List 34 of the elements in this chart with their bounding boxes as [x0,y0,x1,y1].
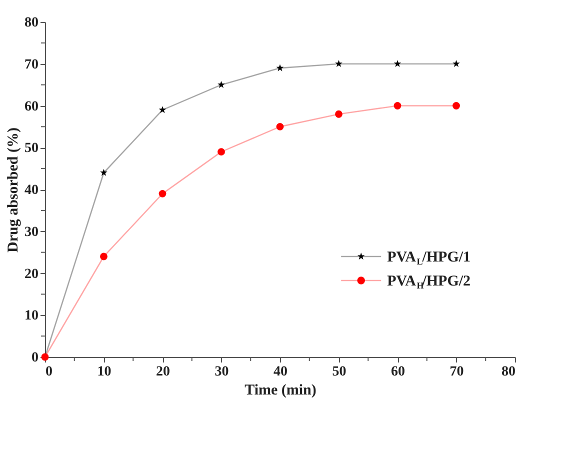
point [218,80,225,88]
y-tick-label: 40 [24,183,38,198]
y-tick-label: 0 [32,350,38,366]
point [394,60,402,68]
y-axis-title: Drug absorbed (%) [6,127,22,253]
x-tick-label: 60 [391,364,405,380]
y-tick-label: 80 [24,16,38,30]
y-tick-label: 30 [24,224,38,240]
point [335,110,342,118]
x-tick-label: 10 [97,364,112,380]
y-tick-label: 50 [24,141,38,156]
x-tick-label: 70 [450,364,464,380]
x-tick-label: 20 [156,364,170,380]
point [100,252,108,260]
point [158,190,166,198]
x-tick-label: 40 [274,364,288,380]
x-tick-label: 80 [502,364,516,380]
point [158,106,166,114]
x-tick-label: 50 [332,364,346,380]
point [100,168,108,176]
y-tick-label: 70 [24,57,38,72]
point [276,64,284,72]
point [276,122,284,130]
point [452,102,460,110]
y-tick-label: 60 [24,99,38,114]
point [394,102,402,110]
point [335,60,342,68]
x-axis-title: Time (min) [244,382,316,398]
x-tick-label: 0 [46,364,52,380]
point [218,148,225,156]
x-tick-label: 30 [214,364,229,380]
y-tick-label: 20 [24,266,38,282]
y-tick-label: 10 [24,308,38,324]
point [452,60,460,68]
